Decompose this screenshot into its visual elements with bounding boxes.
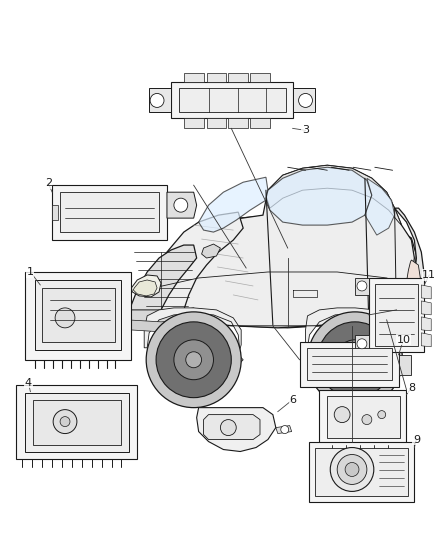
- Polygon shape: [307, 348, 392, 379]
- Polygon shape: [355, 335, 369, 352]
- Circle shape: [150, 93, 164, 108]
- Polygon shape: [421, 301, 431, 315]
- Polygon shape: [25, 393, 129, 451]
- Polygon shape: [421, 333, 431, 347]
- Polygon shape: [184, 72, 204, 83]
- Polygon shape: [375, 284, 418, 346]
- Circle shape: [345, 463, 359, 477]
- Circle shape: [378, 410, 386, 418]
- Polygon shape: [421, 317, 431, 331]
- Polygon shape: [315, 448, 409, 496]
- Polygon shape: [199, 177, 268, 232]
- Polygon shape: [25, 272, 131, 360]
- Polygon shape: [204, 415, 260, 440]
- Circle shape: [347, 352, 363, 368]
- Polygon shape: [171, 83, 293, 118]
- Text: 9: 9: [413, 434, 420, 445]
- Text: 8: 8: [408, 383, 415, 393]
- Circle shape: [299, 93, 312, 108]
- Polygon shape: [319, 390, 406, 445]
- Polygon shape: [365, 178, 395, 235]
- Polygon shape: [164, 165, 414, 328]
- Polygon shape: [327, 395, 399, 438]
- Polygon shape: [149, 88, 171, 112]
- Circle shape: [362, 415, 372, 425]
- Text: 1: 1: [27, 267, 34, 277]
- Polygon shape: [197, 408, 276, 451]
- Polygon shape: [399, 355, 411, 375]
- Circle shape: [334, 407, 350, 423]
- Polygon shape: [250, 72, 270, 83]
- Polygon shape: [421, 285, 431, 299]
- Polygon shape: [35, 280, 121, 350]
- Circle shape: [330, 448, 374, 491]
- Polygon shape: [266, 167, 372, 225]
- Polygon shape: [406, 260, 420, 290]
- Polygon shape: [60, 192, 159, 232]
- Polygon shape: [129, 245, 197, 316]
- Polygon shape: [184, 118, 204, 128]
- Circle shape: [174, 198, 188, 212]
- Polygon shape: [228, 118, 248, 128]
- Polygon shape: [276, 425, 292, 433]
- Polygon shape: [293, 88, 315, 112]
- Polygon shape: [131, 275, 161, 297]
- Polygon shape: [300, 342, 399, 386]
- Circle shape: [174, 340, 213, 379]
- Circle shape: [186, 352, 201, 368]
- Circle shape: [60, 417, 70, 426]
- Circle shape: [337, 455, 367, 484]
- Polygon shape: [207, 118, 226, 128]
- Polygon shape: [144, 308, 243, 365]
- Text: 11: 11: [422, 270, 436, 280]
- Text: 6: 6: [289, 394, 296, 405]
- Text: 10: 10: [396, 335, 410, 345]
- Polygon shape: [306, 308, 399, 365]
- Text: 4: 4: [25, 378, 32, 387]
- Circle shape: [55, 308, 75, 328]
- Polygon shape: [52, 205, 58, 220]
- Text: 2: 2: [45, 178, 52, 188]
- Circle shape: [146, 312, 241, 408]
- Circle shape: [335, 340, 375, 379]
- Polygon shape: [33, 400, 121, 445]
- Polygon shape: [144, 212, 243, 315]
- Polygon shape: [52, 185, 167, 240]
- Polygon shape: [139, 215, 417, 328]
- Circle shape: [318, 322, 392, 398]
- Polygon shape: [133, 280, 157, 296]
- Polygon shape: [392, 208, 424, 326]
- Polygon shape: [207, 72, 226, 83]
- Polygon shape: [266, 165, 402, 225]
- Circle shape: [281, 425, 289, 433]
- Text: 3: 3: [302, 125, 309, 135]
- Circle shape: [220, 419, 236, 435]
- Polygon shape: [228, 72, 248, 83]
- Circle shape: [307, 312, 403, 408]
- Polygon shape: [310, 441, 414, 503]
- Polygon shape: [355, 278, 369, 295]
- Circle shape: [156, 322, 231, 398]
- Polygon shape: [250, 118, 270, 128]
- Circle shape: [357, 339, 367, 349]
- Polygon shape: [15, 385, 137, 459]
- Polygon shape: [42, 288, 114, 342]
- Circle shape: [53, 410, 77, 433]
- Circle shape: [357, 281, 367, 291]
- Polygon shape: [124, 308, 199, 326]
- Polygon shape: [125, 320, 197, 332]
- Polygon shape: [201, 244, 220, 258]
- Polygon shape: [369, 278, 424, 352]
- Polygon shape: [167, 192, 197, 218]
- Polygon shape: [179, 88, 286, 112]
